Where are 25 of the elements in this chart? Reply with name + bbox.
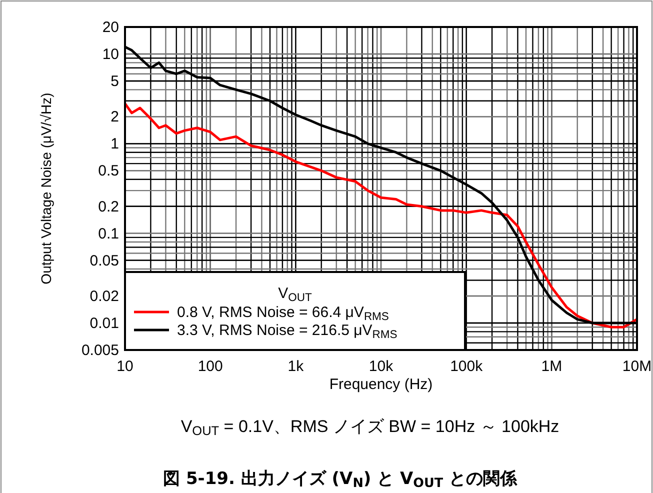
y-tick-label: 0.005 — [81, 342, 119, 359]
y-tick-label: 0.2 — [98, 198, 119, 216]
x-tick-label: 100 — [198, 358, 223, 375]
y-axis-title: Output Voltage Noise (μV/√Hz) — [38, 92, 54, 284]
y-tick-label: 0.02 — [90, 288, 119, 306]
legend-title: V$_{OUT}$ — [278, 285, 312, 304]
y-tick-label: 2 — [110, 108, 119, 126]
text: V$_{OUT}$ = 0.1V、RMS ノイズ BW = 10Hz ～ 100kHz — [180, 417, 560, 438]
x-tick-label: 1M — [541, 358, 562, 375]
y-tick-label: 20 — [102, 19, 119, 36]
x-tick-label: 10M — [622, 358, 652, 375]
y-tick-label: 0.5 — [98, 162, 119, 180]
legend-label: 3.3 V, RMS Noise = 216.5 μV$_{RMS}$ — [177, 322, 398, 341]
y-tick-label: 1 — [110, 136, 119, 153]
text: 図 5-19. 出力ノイズ (V$_{N}$) と V$_{OUT}$ との関係 — [163, 469, 518, 492]
y-tick-label: 5 — [110, 72, 119, 90]
y-tick-label: 0.05 — [90, 252, 119, 270]
x-tick-label: 100k — [450, 358, 484, 375]
legend-label: 0.8 V, RMS Noise = 66.4 μV$_{RMS}$ — [177, 304, 389, 323]
x-tick-label: 10k — [368, 358, 394, 375]
y-tick-label: 10 — [102, 46, 119, 63]
y-tick-label: 0.01 — [90, 315, 119, 332]
y-tick-label: 0.1 — [98, 225, 119, 242]
x-axis-title: Frequency (Hz) — [329, 376, 433, 393]
x-tick-label: 1k — [288, 358, 304, 375]
